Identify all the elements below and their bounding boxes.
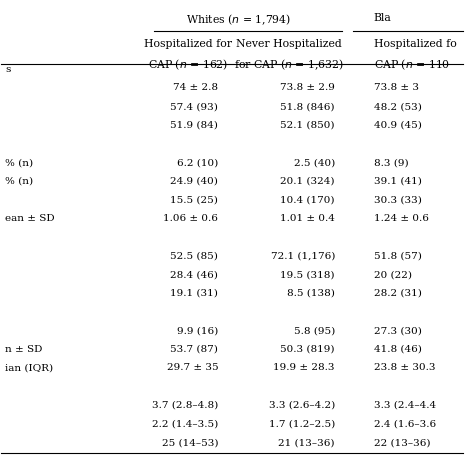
Text: Hospitalized fo: Hospitalized fo [374,38,456,48]
Text: 1.06 ± 0.6: 1.06 ± 0.6 [163,214,218,223]
Text: 5.8 (95): 5.8 (95) [294,326,335,335]
Text: % (n): % (n) [5,158,33,167]
Text: 15.5 (25): 15.5 (25) [170,195,218,204]
Text: 19.1 (31): 19.1 (31) [170,289,218,298]
Text: 50.3 (819): 50.3 (819) [281,345,335,354]
Text: Bla: Bla [374,12,392,22]
Text: 52.1 (850): 52.1 (850) [281,121,335,130]
Text: 72.1 (1,176): 72.1 (1,176) [271,251,335,260]
Text: ean ± SD: ean ± SD [5,214,55,223]
Text: 3.3 (2.4–4.4: 3.3 (2.4–4.4 [374,401,436,410]
Text: % (n): % (n) [5,177,33,186]
Text: ian (IQR): ian (IQR) [5,364,54,373]
Text: 48.2 (53): 48.2 (53) [374,102,422,111]
Text: 20 (22): 20 (22) [374,270,412,279]
Text: 1.24 ± 0.6: 1.24 ± 0.6 [374,214,428,223]
Text: 40.9 (45): 40.9 (45) [374,121,422,130]
Text: 51.8 (846): 51.8 (846) [281,102,335,111]
Text: 28.4 (46): 28.4 (46) [170,270,218,279]
Text: 21 (13–36): 21 (13–36) [278,438,335,447]
Text: CAP ($n$ = 110: CAP ($n$ = 110 [374,57,450,72]
Text: 2.4 (1.6–3.6: 2.4 (1.6–3.6 [374,419,436,428]
Text: 2.2 (1.4–3.5): 2.2 (1.4–3.5) [152,419,218,428]
Text: 3.7 (2.8–4.8): 3.7 (2.8–4.8) [152,401,218,410]
Text: 9.9 (16): 9.9 (16) [177,326,218,335]
Text: Hospitalized for: Hospitalized for [145,38,232,48]
Text: 27.3 (30): 27.3 (30) [374,326,422,335]
Text: 6.2 (10): 6.2 (10) [177,158,218,167]
Text: 25 (14–53): 25 (14–53) [162,438,218,447]
Text: CAP ($n$ = 162): CAP ($n$ = 162) [148,57,228,72]
Text: 23.8 ± 30.3: 23.8 ± 30.3 [374,364,435,373]
Text: s: s [5,65,10,74]
Text: Never Hospitalized: Never Hospitalized [236,38,342,48]
Text: n ± SD: n ± SD [5,345,43,354]
Text: 24.9 (40): 24.9 (40) [170,177,218,186]
Text: 19.9 ± 28.3: 19.9 ± 28.3 [273,364,335,373]
Text: 53.7 (87): 53.7 (87) [170,345,218,354]
Text: 51.8 (57): 51.8 (57) [374,251,422,260]
Text: 2.5 (40): 2.5 (40) [294,158,335,167]
Text: 1.7 (1.2–2.5): 1.7 (1.2–2.5) [269,419,335,428]
Text: 52.5 (85): 52.5 (85) [170,251,218,260]
Text: 73.8 ± 2.9: 73.8 ± 2.9 [280,83,335,92]
Text: 30.3 (33): 30.3 (33) [374,195,422,204]
Text: Whites ($n$ = 1,794): Whites ($n$ = 1,794) [186,12,292,27]
Text: for CAP ($n$ = 1,632): for CAP ($n$ = 1,632) [234,57,344,72]
Text: 29.7 ± 35: 29.7 ± 35 [166,364,218,373]
Text: 19.5 (318): 19.5 (318) [281,270,335,279]
Text: 57.4 (93): 57.4 (93) [170,102,218,111]
Text: 20.1 (324): 20.1 (324) [281,177,335,186]
Text: 74 ± 2.8: 74 ± 2.8 [173,83,218,92]
Text: 10.4 (170): 10.4 (170) [281,195,335,204]
Text: 41.8 (46): 41.8 (46) [374,345,422,354]
Text: 22 (13–36): 22 (13–36) [374,438,430,447]
Text: 8.5 (138): 8.5 (138) [287,289,335,298]
Text: 3.3 (2.6–4.2): 3.3 (2.6–4.2) [269,401,335,410]
Text: 51.9 (84): 51.9 (84) [170,121,218,130]
Text: 8.3 (9): 8.3 (9) [374,158,409,167]
Text: 28.2 (31): 28.2 (31) [374,289,422,298]
Text: 73.8 ± 3: 73.8 ± 3 [374,83,419,92]
Text: 39.1 (41): 39.1 (41) [374,177,422,186]
Text: 1.01 ± 0.4: 1.01 ± 0.4 [280,214,335,223]
